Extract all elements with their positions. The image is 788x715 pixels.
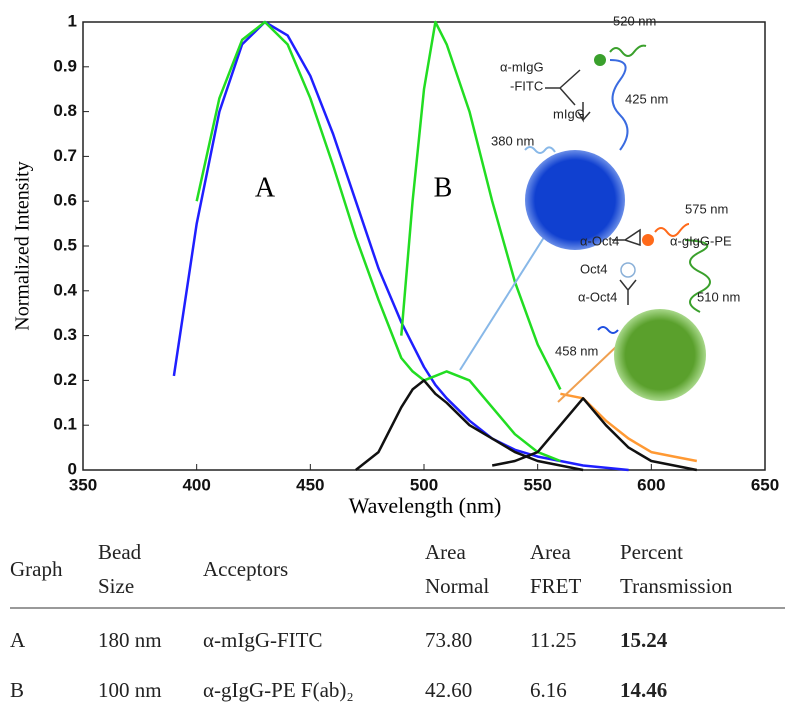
antibody [619, 279, 637, 305]
x-tick-label: 600 [637, 475, 665, 494]
emission [684, 239, 711, 313]
x-tick-label: 450 [296, 475, 324, 494]
cell: 180 nm [98, 628, 162, 652]
diagram-label: 380 nm [491, 133, 534, 148]
x-axis-title: Wavelength (nm) [349, 493, 502, 518]
diagram-label: Oct4 [580, 261, 607, 276]
excitation [597, 326, 619, 334]
header-cell: Percent Transmission [620, 540, 733, 598]
excitation [524, 146, 556, 154]
antibody [545, 69, 591, 123]
annotation: A [255, 172, 276, 203]
table-header: Graph Bead Size Acceptors Area Normal Ar… [10, 535, 785, 603]
diagram-label: mIgG [553, 106, 585, 121]
page: Normalized Intensity Wavelength (nm) A B… [10, 11, 785, 702]
cell: 6.16 [530, 678, 567, 702]
y-tick-label: 0.6 [53, 191, 77, 210]
antigen [620, 262, 636, 278]
fluorophore [642, 234, 654, 246]
chart: Normalized Intensity Wavelength (nm) A B… [12, 11, 780, 518]
header-cell: Area Normal [425, 540, 490, 598]
diagram-label: α-gIgG-PE [670, 233, 732, 248]
diagram-label: α-mIgG [500, 59, 544, 74]
emission [654, 223, 690, 237]
table-row: A 180 nm α-mIgG-FITC 73.80 11.25 15.24 [10, 615, 785, 665]
table: Graph Bead Size Acceptors Area Normal Ar… [10, 535, 785, 715]
diagram-label: α-Oct4 [580, 233, 619, 248]
donor-bead [525, 150, 625, 250]
series-line [560, 392, 698, 463]
x-tick-label: 400 [182, 475, 210, 494]
y-tick-label: 0.2 [53, 370, 77, 389]
donor-bead [614, 309, 706, 401]
y-tick-label: 0.5 [53, 235, 77, 254]
cell: 11.25 [530, 628, 577, 652]
cell: 100 nm [98, 678, 162, 702]
table-rule [10, 607, 785, 609]
diagram-label: α-Oct4 [578, 289, 617, 304]
header-cell: Graph [10, 557, 63, 581]
diagram-label: -FITC [510, 78, 543, 93]
series-line [491, 397, 698, 472]
y-tick-label: 1 [68, 11, 77, 30]
cell: B [10, 678, 25, 702]
diagram-label: 425 nm [625, 91, 668, 106]
table-row: B 100 nm α-gIgG-PE F(ab)₂ 42.60 6.16 14.… [10, 665, 785, 715]
y-tick-label: 0.8 [53, 101, 77, 120]
emission [609, 44, 647, 57]
diagram-label: 510 nm [697, 289, 740, 304]
header-cell: Area FRET [530, 540, 582, 598]
cell: α-mIgG-FITC [203, 628, 323, 652]
fluorophore [594, 54, 606, 66]
series-line [355, 379, 584, 472]
x-tick-label: 650 [751, 475, 779, 494]
antibody [612, 228, 641, 247]
cell: 15.24 [620, 628, 668, 652]
y-tick-label: 0 [68, 459, 77, 478]
y-tick-label: 0.3 [53, 325, 77, 344]
series-line [400, 20, 562, 390]
x-tick-label: 350 [69, 475, 97, 494]
cell: 42.60 [425, 678, 473, 702]
header-cell: Acceptors [203, 557, 289, 581]
plot-area: 0 0.1 0.2 0.3 0.4 0.5 0.6 0.7 0.8 0.9 1 350 400 450 50… [53, 11, 779, 494]
x-tick-label: 500 [410, 475, 438, 494]
series-line [195, 20, 561, 463]
y-tick-label: 0.7 [53, 146, 77, 165]
diagram-label: 575 nm [685, 201, 728, 216]
cell: A [10, 628, 26, 652]
y-tick-label: 0.9 [53, 56, 77, 75]
diagram: 520 nm α-mIgG -FITC mIgG 425 nm 380 nm 5… [459, 13, 740, 403]
annotation: B [434, 172, 453, 203]
y-axis-title: Normalized Intensity [12, 161, 34, 330]
diagram-label: 520 nm [613, 13, 656, 28]
header-cell: Bead Size [98, 540, 142, 598]
diagram-label: 458 nm [555, 343, 598, 358]
x-tick-label: 550 [523, 475, 551, 494]
y-tick-label: 0.4 [53, 280, 77, 299]
y-tick-label: 0.1 [53, 415, 77, 434]
cell: α-gIgG-PE F(ab)₂ [203, 678, 354, 702]
arrow [557, 344, 619, 403]
emission [609, 59, 629, 151]
cell: 73.80 [425, 628, 473, 652]
table-body: A 180 nm α-mIgG-FITC 73.80 11.25 15.24 B… [10, 615, 785, 715]
cell: 14.46 [620, 678, 668, 702]
